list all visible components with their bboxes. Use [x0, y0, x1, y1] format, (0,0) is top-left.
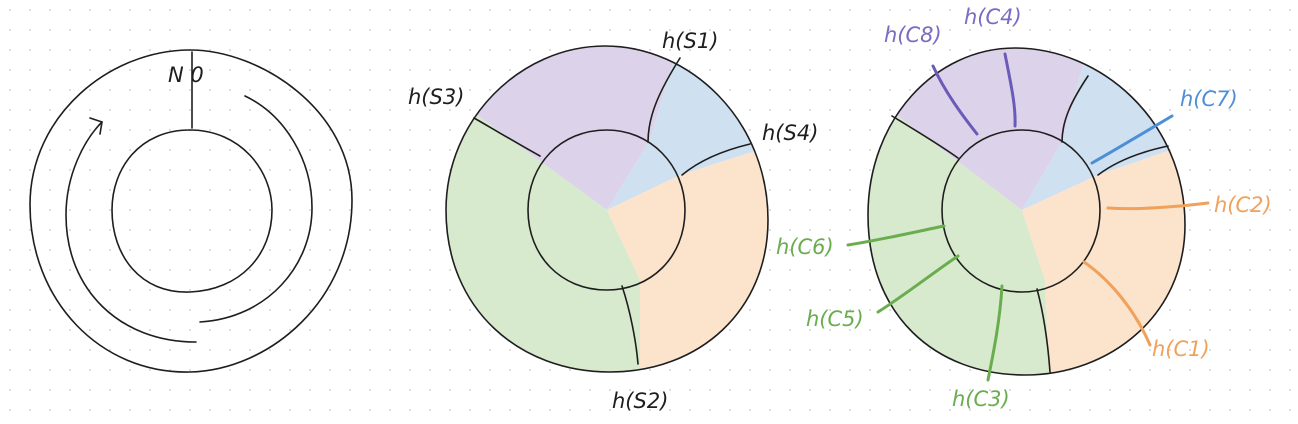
client-label-c7: h(C7): [1180, 87, 1238, 111]
client-line-c6: [846, 224, 946, 247]
client-line-c3: [986, 284, 1004, 382]
server-label-s3: h(S3): [408, 85, 464, 109]
divider-orange-green: [1036, 288, 1051, 373]
segment-s4: [607, 46, 768, 210]
client-label-c2: h(C2): [1214, 193, 1272, 217]
divider-blue-orange: [1097, 145, 1169, 176]
client-label-c4: h(C4): [964, 5, 1022, 29]
client-line-c5: [876, 254, 960, 314]
client-line-c7: [1090, 114, 1174, 165]
node-label-n0: N 0: [168, 63, 204, 87]
divider-green-purple: [891, 115, 959, 159]
divider-s1-s4: [647, 57, 681, 143]
server-label-s1: h(S1): [662, 29, 718, 53]
divider-s3-s2: [473, 117, 541, 157]
client-label-c6: h(C6): [776, 235, 834, 259]
server-label-s2: h(S2): [612, 389, 668, 413]
clockwise-arrow-right: [199, 95, 313, 323]
divider-purple-blue: [1061, 75, 1089, 143]
client-line-c4: [1003, 52, 1017, 128]
ring-servers: h(S1) h(S3) h(S4) h(S2): [408, 29, 818, 413]
ring-clients: h(C8) h(C4) h(C7) h(C2) h(C1) h(C3) h(C5…: [776, 5, 1272, 411]
ring-full: N 0: [29, 49, 353, 373]
divider-s2-s1: [621, 285, 639, 365]
ring-full-body: [29, 49, 353, 373]
ring-servers-outline: [445, 45, 769, 373]
segment-s3: [470, 46, 680, 210]
client-label-c1: h(C1): [1152, 337, 1210, 361]
divider-s4-s2: [681, 143, 751, 176]
client-line-c8: [931, 64, 979, 136]
segment-blue: [1022, 48, 1185, 210]
server-label-s4: h(S4): [762, 121, 818, 145]
clockwise-arrow-left: [65, 121, 197, 343]
client-label-c3: h(C3): [952, 387, 1010, 411]
ring-clients-outline: [867, 47, 1186, 376]
client-label-c8: h(C8): [884, 23, 942, 47]
arrow-head-icon: [89, 117, 103, 135]
client-label-c5: h(C5): [806, 307, 864, 331]
client-line-c2: [1106, 201, 1210, 211]
client-line-c1: [1082, 260, 1152, 347]
